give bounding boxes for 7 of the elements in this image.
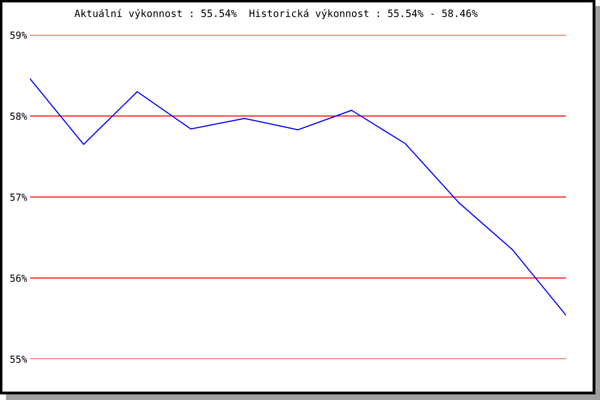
y-tick-label: 57%	[10, 194, 28, 201]
y-tick-label: 59%	[10, 32, 28, 39]
y-tick-label: 55%	[10, 356, 28, 363]
chart-title: Aktuální výkonnost : 55.54% Historická výkonnost : 55.54% - 58.46%	[74, 8, 478, 20]
y-tick-label: 58%	[10, 112, 28, 120]
y-tick-label: 56%	[10, 274, 28, 282]
line-series	[30, 78, 566, 316]
